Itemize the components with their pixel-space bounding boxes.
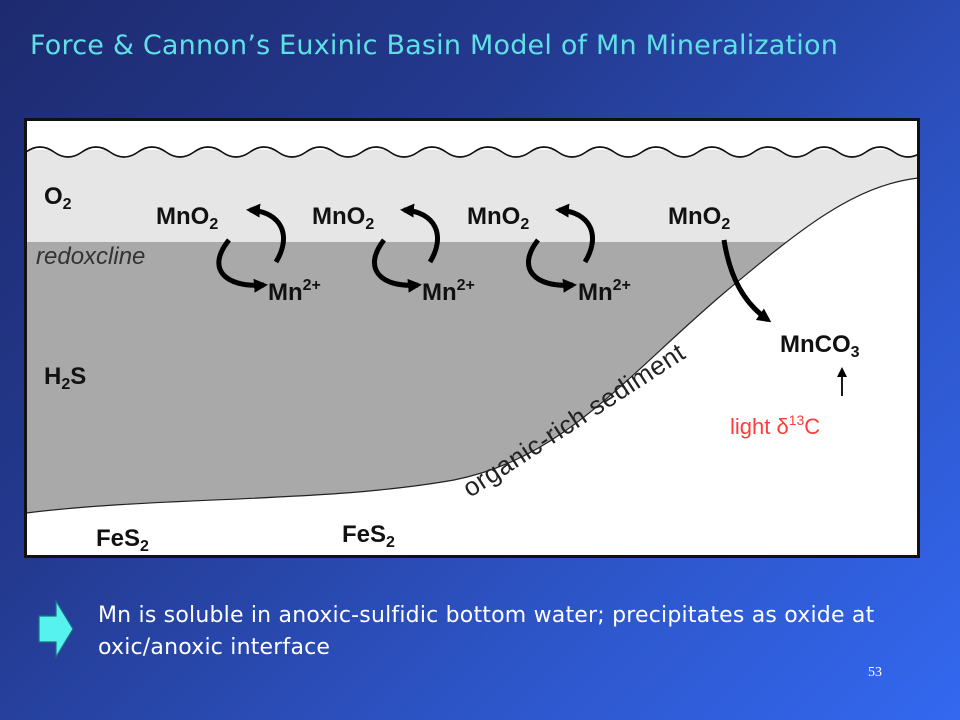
mno2-label-1: MnO2 — [156, 203, 218, 233]
reduction-arrow-2 — [372, 238, 422, 293]
mno2-label-3: MnO2 — [467, 203, 529, 233]
o2-label: O2 — [44, 183, 72, 213]
oxidation-arrow-2 — [400, 203, 440, 264]
redoxcline-label: redoxcline — [36, 243, 145, 270]
h2s-label: H2S — [44, 363, 86, 393]
oxidation-arrow-1 — [246, 203, 286, 264]
mno2-label-4: MnO2 — [668, 203, 730, 233]
reduction-arrow-3 — [526, 238, 577, 293]
sediment-layer — [25, 177, 919, 557]
diagram-frame — [24, 118, 920, 558]
water-surface-wave — [25, 119, 920, 158]
fes2-label-1: FeS2 — [96, 525, 149, 555]
reduction-arrow-1 — [216, 238, 268, 293]
mno2-label-2: MnO2 — [312, 203, 374, 233]
fes2-label-2: FeS2 — [342, 521, 395, 551]
bullet-arrow-icon — [38, 600, 74, 658]
precipitation-arrow — [721, 239, 772, 323]
bullet-text: Mn is soluble in anoxic-sulfidic bottom … — [98, 603, 875, 660]
basin-diagram: O2 redoxcline H2S MnO2 MnO2 MnO2 MnO2 Mn… — [24, 118, 920, 558]
slide-title: Force & Cannon’s Euxinic Basin Model of … — [30, 30, 839, 61]
oxidation-arrow-3 — [555, 203, 595, 264]
mn2-label-2: Mn2+ — [422, 277, 475, 306]
mn2-label-3: Mn2+ — [578, 277, 631, 306]
mn2-label-1: Mn2+ — [268, 277, 321, 306]
page-number: 53 — [868, 665, 882, 680]
mnco3-label: MnCO3 — [780, 331, 860, 361]
light-delta-13c-label: light δ13C — [730, 412, 820, 439]
